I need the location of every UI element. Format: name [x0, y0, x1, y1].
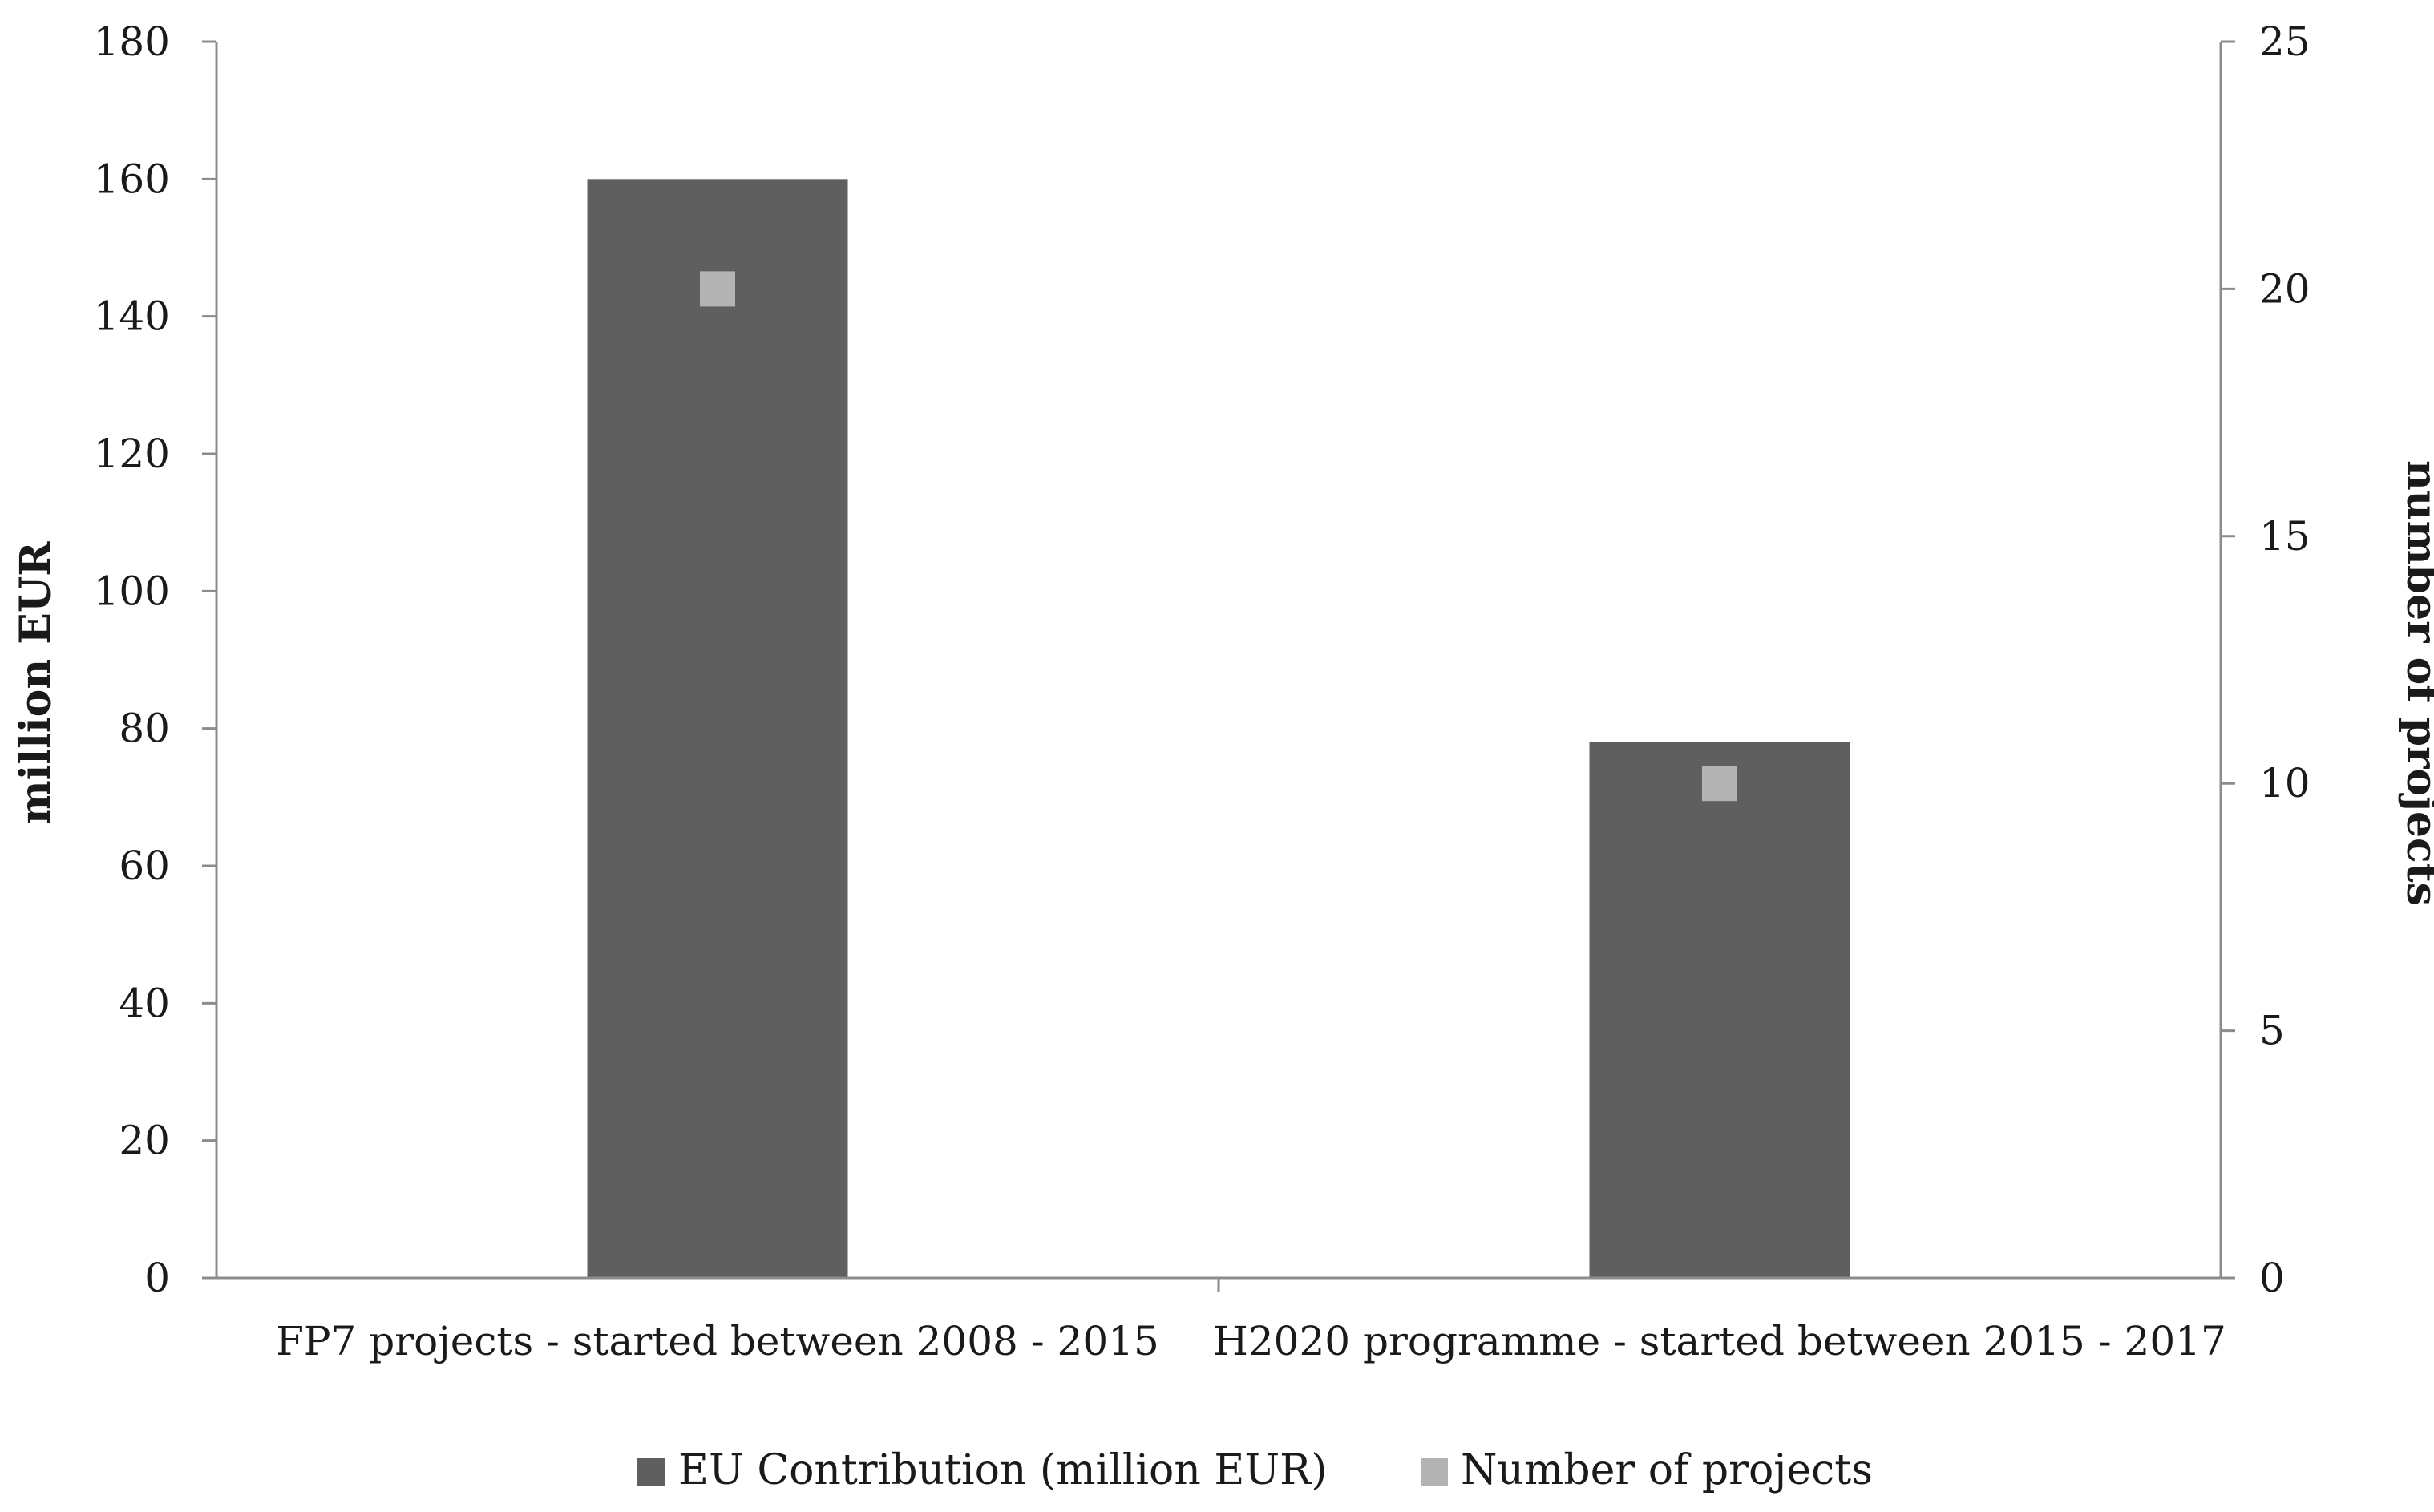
- left-tick-label: 80: [119, 705, 170, 752]
- left-tick-label: 100: [94, 568, 170, 614]
- category-label: H2020 programme - started between 2015 -…: [1213, 1318, 2226, 1364]
- left-tick-label: 20: [119, 1118, 170, 1164]
- right-tick-label: 0: [2259, 1255, 2285, 1301]
- legend: EU Contribution (million EUR) Number of …: [637, 1446, 1873, 1494]
- legend-label-number-of-projects: Number of projects: [1461, 1446, 1873, 1494]
- left-axis: 0 20 40 60 80 100 120 140 160 180: [94, 18, 218, 1301]
- left-tick-label: 40: [119, 980, 170, 1026]
- right-tick-label: 20: [2259, 265, 2311, 312]
- right-tick-label: 10: [2259, 760, 2311, 807]
- legend-swatch-eu-contribution: [637, 1458, 665, 1486]
- left-tick-label: 140: [94, 293, 170, 340]
- right-tick-label: 25: [2259, 18, 2311, 65]
- right-tick-label: 15: [2259, 513, 2311, 560]
- plot-area: [587, 179, 1850, 1278]
- bar-eu-contribution: [587, 179, 848, 1278]
- marker-number-of-projects: [700, 271, 735, 307]
- right-axis: 0 5 10 15 20 25: [2219, 18, 2311, 1301]
- right-axis-title: number of projects: [2397, 460, 2434, 906]
- category-axis: FP7 projects - started between 2008 - 20…: [216, 1276, 2226, 1364]
- marker-number-of-projects: [1702, 766, 1737, 802]
- left-tick-label: 60: [119, 843, 170, 889]
- left-axis-title: million EUR: [11, 541, 60, 825]
- left-tick-label: 0: [144, 1255, 170, 1301]
- bar-eu-contribution: [1589, 742, 1850, 1278]
- legend-swatch-number-of-projects: [1421, 1458, 1448, 1486]
- left-tick-label: 160: [94, 156, 170, 202]
- right-tick-label: 5: [2259, 1008, 2285, 1054]
- category-label: FP7 projects - started between 2008 - 20…: [276, 1318, 1159, 1364]
- left-tick-label: 180: [94, 18, 170, 65]
- left-tick-label: 120: [94, 431, 170, 477]
- legend-label-eu-contribution: EU Contribution (million EUR): [678, 1446, 1328, 1494]
